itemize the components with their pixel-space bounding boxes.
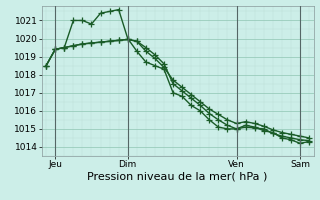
X-axis label: Pression niveau de la mer( hPa ): Pression niveau de la mer( hPa ) bbox=[87, 172, 268, 182]
